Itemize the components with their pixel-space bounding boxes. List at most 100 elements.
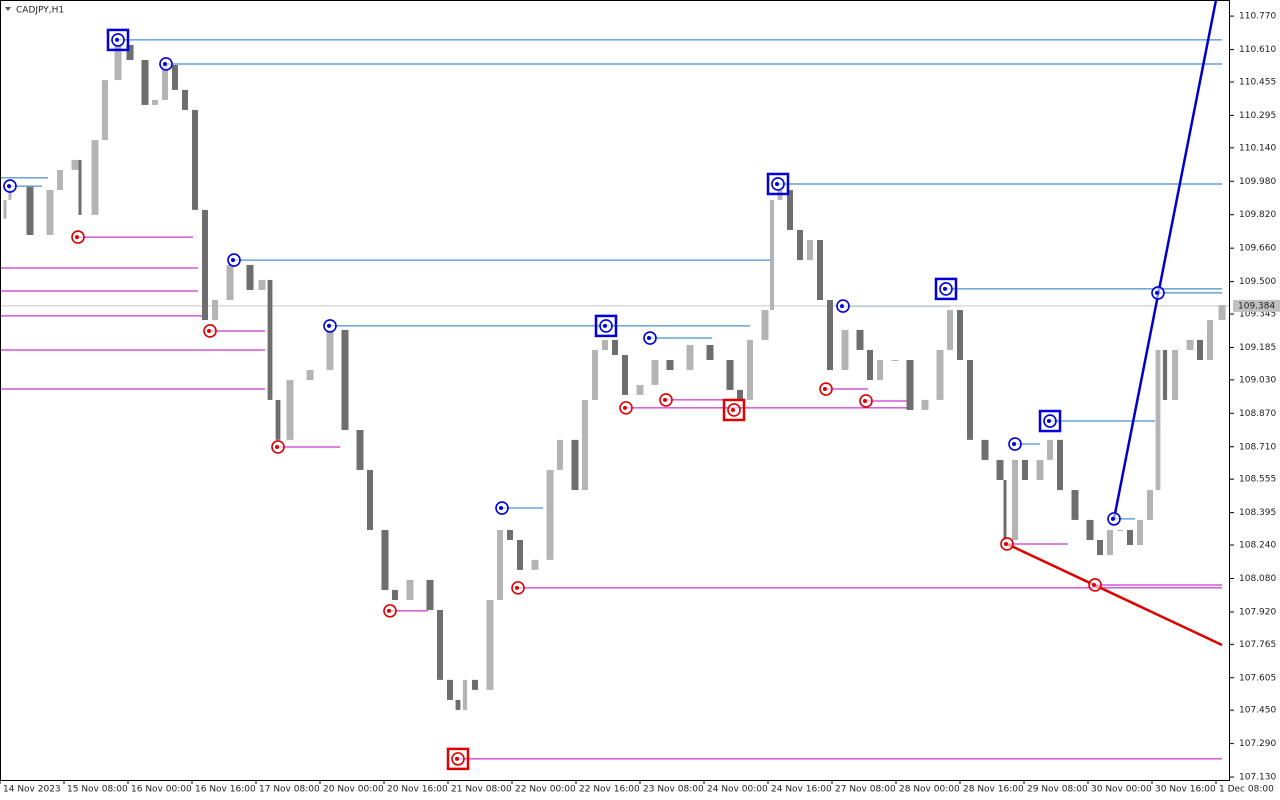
candle [1022,459,1028,480]
plot-area [0,0,1230,771]
candle [706,344,714,360]
candle [726,360,734,390]
candle [1057,439,1063,491]
candle [651,360,659,385]
candle [612,339,618,355]
x-tick-label: 16 Nov 16:00 [195,785,256,795]
marker-dot [943,286,947,291]
marker-dot [647,336,651,341]
chart-title: CADJPY,H1 [16,6,64,16]
candle [1071,490,1079,520]
y-tick-label: 107.605 [1239,673,1276,683]
candle [1197,339,1203,360]
candle [947,310,953,350]
resistance-marker [1151,286,1165,300]
candle [126,44,134,60]
candle [666,360,674,371]
candle [78,159,82,215]
x-tick-label: 30 Nov 16:00 [1155,785,1216,795]
candle [202,209,208,321]
support-marker [203,324,217,338]
support-marker [659,393,673,407]
support-marker [446,747,470,771]
resistance-marker [3,179,17,193]
candle [326,329,334,371]
marker-dot [499,506,503,511]
support-marker [1088,578,1102,592]
y-tick-label: 107.920 [1239,607,1276,617]
resistance-marker [766,172,790,196]
candle [1127,529,1133,546]
candle [1186,339,1194,350]
resistance-marker [594,314,618,338]
x-tick-label: 22 Nov 00:00 [515,785,576,795]
support-marker [511,581,525,595]
resistance-marker [159,57,173,71]
resistance-marker [323,319,337,333]
marker-dot [75,235,79,240]
plot-frame [0,0,1230,781]
candle [1172,349,1178,400]
x-tick-label: 24 Nov 16:00 [771,785,832,795]
marker-dot [327,323,331,328]
x-tick-label: 29 Nov 08:00 [1027,785,1088,795]
candle [1036,459,1044,480]
candle [437,610,443,680]
candle [486,600,494,690]
candle [426,579,434,611]
candle [356,430,364,470]
candle [455,699,461,710]
x-tick-label: 24 Nov 00:00 [707,785,768,795]
candle [46,190,54,235]
candle [856,329,864,350]
x-tick-label: 28 Nov 00:00 [899,785,960,795]
support-marker [819,382,833,396]
y-tick-label: 110.770 [1239,12,1276,22]
x-tick-label: 16 Nov 00:00 [131,785,192,795]
candle [286,380,294,440]
marker-dot [775,181,779,186]
y-tick-label: 107.290 [1239,739,1276,749]
marker-dot [1092,582,1096,587]
candle [996,459,1004,480]
candle [557,439,563,470]
support-marker [271,440,285,454]
marker-dot [207,328,211,333]
y-tick-label: 109.980 [1239,177,1276,187]
candle [686,344,694,371]
marker-dot [231,258,235,263]
candle [1155,349,1161,491]
candle [807,240,813,261]
y-tick-label: 109.185 [1239,343,1276,353]
marker-dot [863,398,867,403]
candle [1218,305,1226,321]
candle [1137,519,1143,546]
candle [1207,320,1213,360]
marker-dot [1111,516,1115,521]
candle [462,679,468,710]
y-tick-label: 108.080 [1239,574,1276,584]
candle [1012,459,1018,540]
candle [472,679,478,690]
title-arrow [5,7,11,11]
candle [867,349,873,381]
candle [517,540,523,570]
marker-dot [603,323,607,328]
marker-box [766,172,790,196]
resistance-marker [934,277,958,301]
candle [26,186,34,235]
x-tick-label: 20 Nov 00:00 [323,785,384,795]
candle [71,159,79,170]
candle [182,89,188,110]
candle [546,469,554,560]
x-tick-label: 17 Nov 08:00 [259,785,320,795]
candle [1117,529,1123,531]
candle [957,310,963,360]
marker-box [934,277,958,301]
candle [877,360,883,381]
candle [967,360,973,440]
candle [817,240,823,300]
marker-dot [115,37,119,42]
y-tick-label: 109.820 [1239,210,1276,220]
